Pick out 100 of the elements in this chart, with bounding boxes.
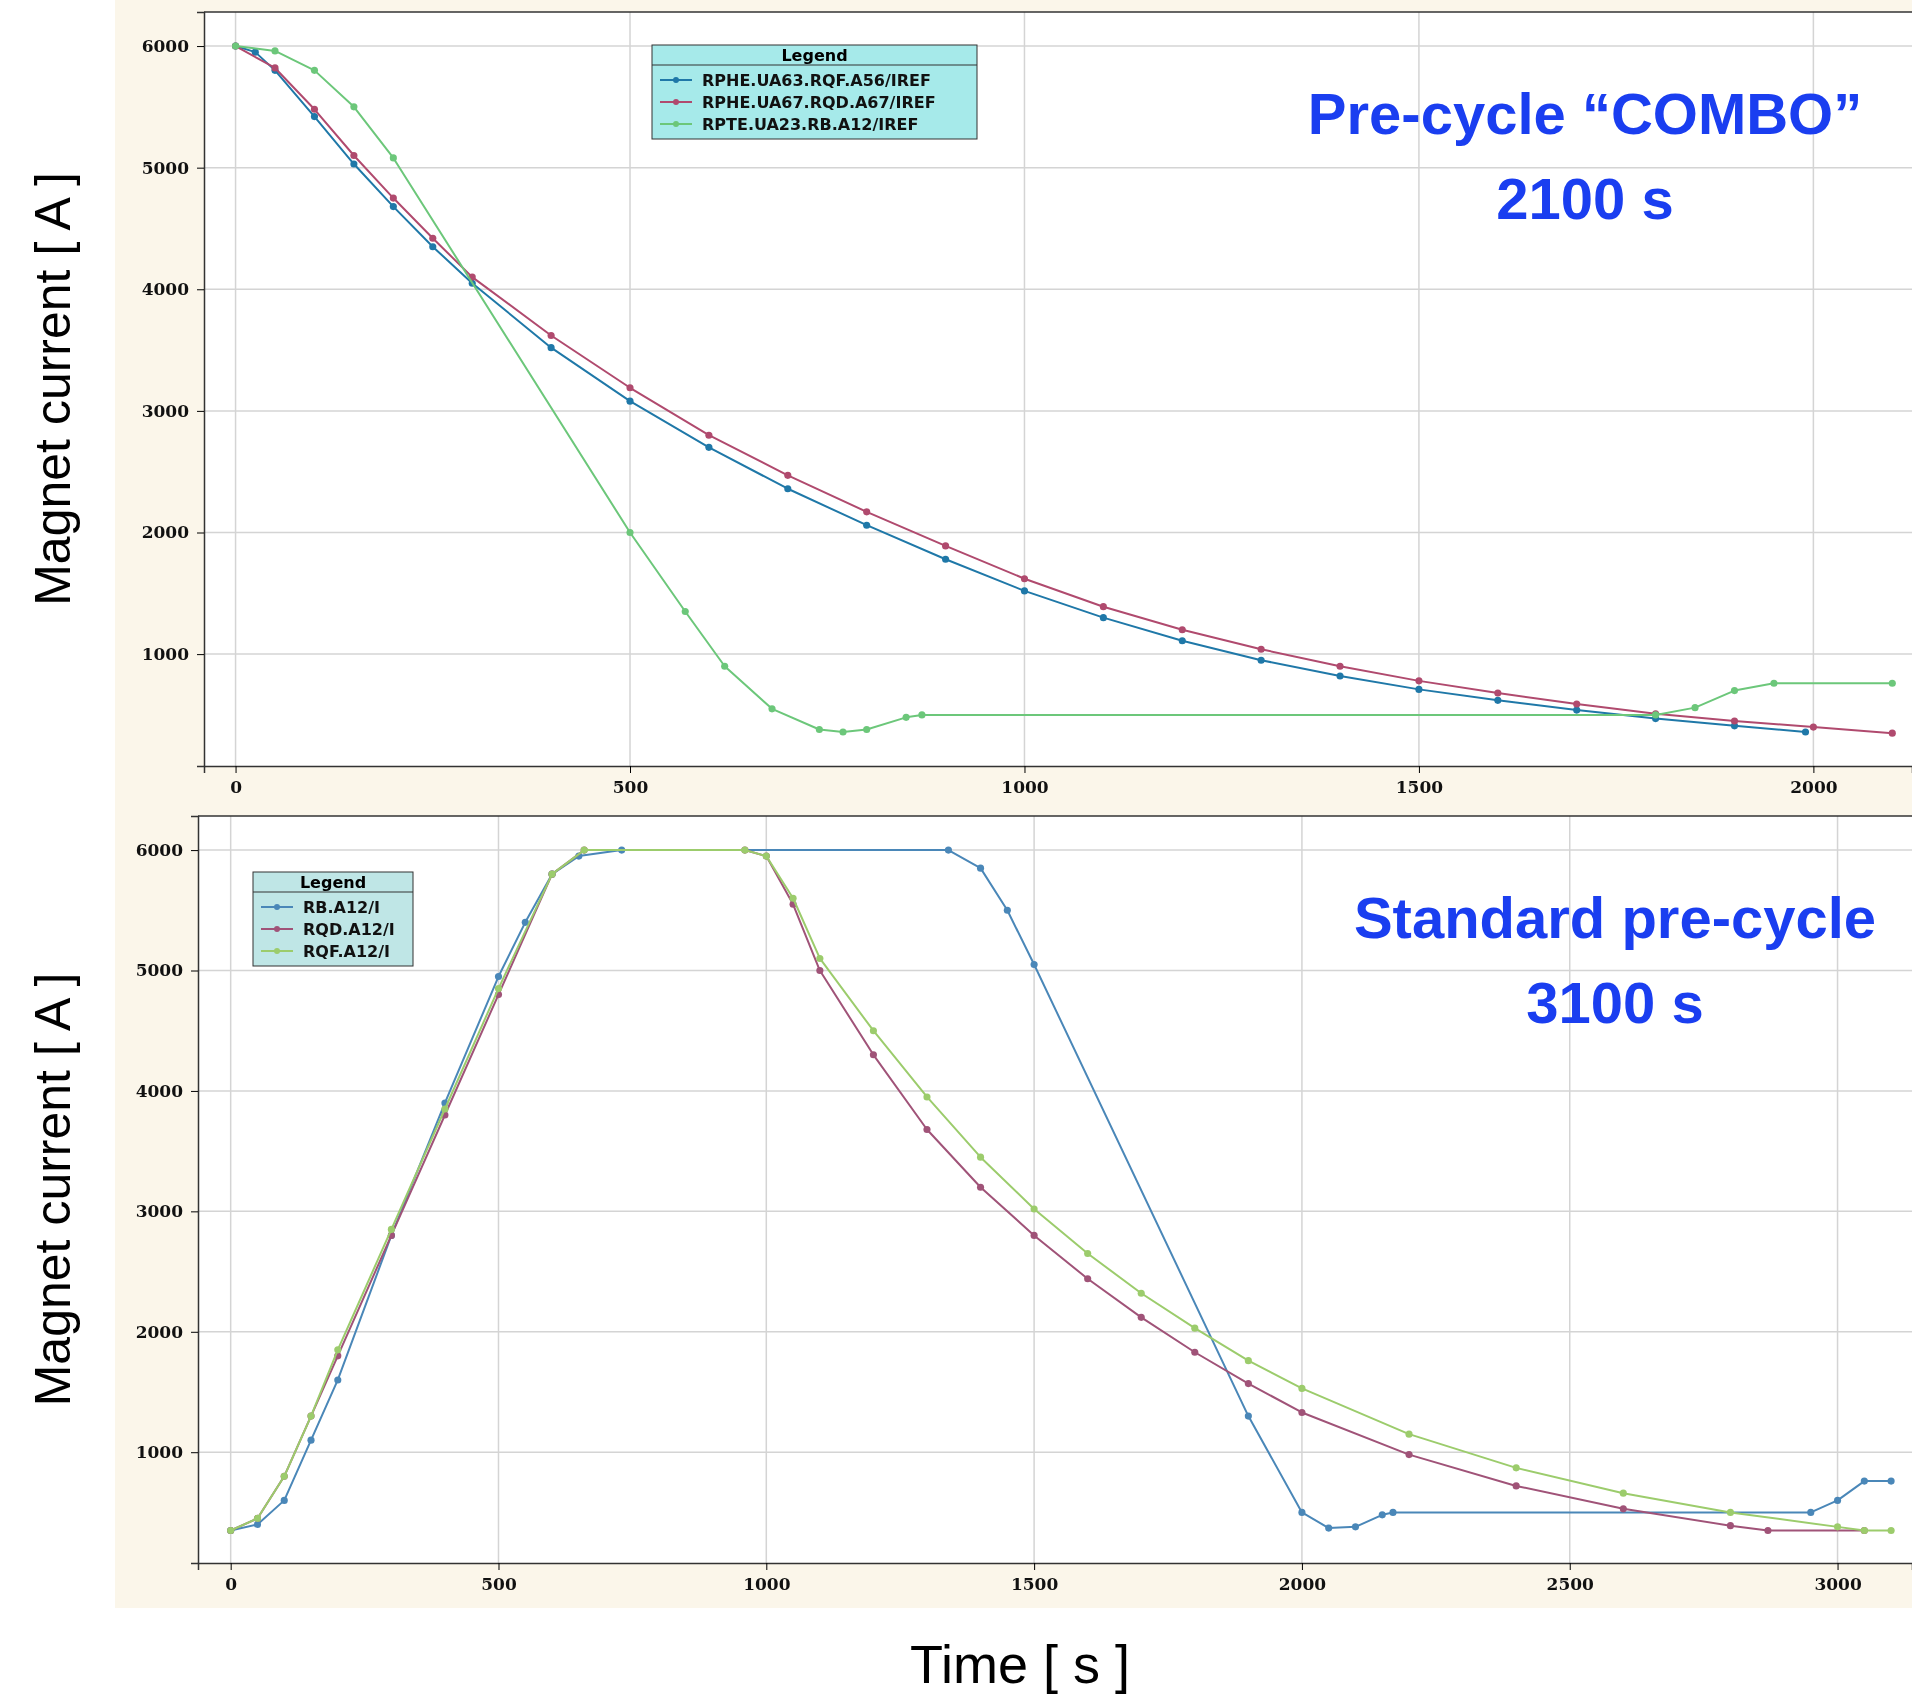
point xyxy=(350,151,358,160)
point xyxy=(1099,614,1107,622)
y-tick-label: 6000 xyxy=(135,840,184,861)
y-tick-label: 6000 xyxy=(141,35,190,56)
point xyxy=(1494,689,1502,697)
point xyxy=(1257,645,1265,653)
point xyxy=(1191,1324,1199,1332)
point xyxy=(815,725,823,734)
point xyxy=(1415,685,1423,693)
point xyxy=(1619,1489,1627,1497)
x-tick-label: 500 xyxy=(481,1574,517,1595)
point xyxy=(705,443,713,451)
x-tick-label: 1500 xyxy=(1010,1574,1059,1595)
point xyxy=(547,331,555,340)
point xyxy=(1512,1464,1520,1472)
point xyxy=(1512,1482,1520,1490)
x-tick-label: 0 xyxy=(230,777,243,798)
y-tick-label: 4000 xyxy=(135,1080,184,1101)
point xyxy=(521,918,529,926)
point xyxy=(902,713,910,721)
y-tick-label: 4000 xyxy=(141,279,190,300)
point xyxy=(1336,662,1344,670)
y-tick-label: 2000 xyxy=(141,522,190,543)
point xyxy=(1730,687,1739,695)
point xyxy=(1770,679,1778,687)
point xyxy=(942,555,950,563)
point xyxy=(1691,704,1699,712)
point xyxy=(1084,1275,1092,1283)
point xyxy=(253,1520,262,1529)
point xyxy=(1887,1526,1895,1535)
point xyxy=(1298,1408,1306,1417)
point xyxy=(1003,906,1011,914)
point xyxy=(768,705,776,713)
point xyxy=(1178,626,1186,634)
point xyxy=(1298,1384,1306,1392)
point xyxy=(1888,679,1896,687)
point xyxy=(280,1496,288,1504)
point xyxy=(1030,1231,1038,1239)
point xyxy=(1178,637,1186,645)
point xyxy=(547,344,555,352)
annotation: Pre-cycle “COMBO” xyxy=(1307,81,1863,146)
point xyxy=(350,160,358,168)
point xyxy=(1860,1477,1868,1485)
x-tick-label: 3000 xyxy=(1814,1574,1862,1595)
x-tick-label: 2000 xyxy=(1278,1574,1327,1595)
point xyxy=(1573,706,1581,714)
point xyxy=(1389,1508,1397,1516)
point xyxy=(705,431,713,439)
point xyxy=(1730,717,1739,725)
point xyxy=(1405,1430,1413,1438)
point xyxy=(429,234,437,242)
point xyxy=(863,725,871,734)
point xyxy=(389,194,397,202)
point xyxy=(789,894,797,902)
point xyxy=(1573,700,1581,708)
point xyxy=(1887,1477,1895,1485)
point xyxy=(944,846,952,854)
point xyxy=(863,508,871,516)
point xyxy=(350,103,358,111)
point xyxy=(976,1183,985,1191)
point xyxy=(1726,1508,1734,1516)
point xyxy=(869,1027,877,1035)
point xyxy=(389,203,397,211)
point xyxy=(1137,1289,1145,1297)
point xyxy=(1833,1496,1842,1504)
legend-label: RPHE.UA63.RQF.A56/IREF xyxy=(702,71,931,90)
point xyxy=(494,985,503,993)
y-axis-title: Magnet current [ A ] xyxy=(25,972,81,1407)
point xyxy=(271,47,279,55)
point xyxy=(923,1093,931,1101)
point xyxy=(1351,1523,1360,1531)
x-tick-label: 500 xyxy=(612,777,649,798)
point xyxy=(1084,1249,1092,1258)
point xyxy=(1415,677,1423,685)
legend-label: RQD.A12/I xyxy=(303,920,395,939)
point xyxy=(1191,1348,1199,1356)
point xyxy=(1137,1313,1145,1321)
annotation: 3100 s xyxy=(1526,970,1704,1035)
point xyxy=(334,1346,342,1354)
point xyxy=(816,966,824,975)
point xyxy=(626,384,634,392)
point xyxy=(441,1105,449,1113)
annotation: 2100 s xyxy=(1496,166,1674,231)
point xyxy=(1257,656,1265,664)
y-tick-label: 1000 xyxy=(135,1442,184,1463)
point xyxy=(784,471,792,479)
y-axis-title: Magnet current [ A ] xyxy=(25,172,81,606)
legend-title: Legend xyxy=(299,873,367,892)
point xyxy=(1807,1508,1815,1516)
y-tick-label: 5000 xyxy=(141,157,190,178)
point xyxy=(1809,723,1817,731)
point xyxy=(334,1376,342,1384)
x-tick-label: 2000 xyxy=(1790,777,1838,798)
point xyxy=(1764,1526,1772,1535)
point xyxy=(387,1225,395,1233)
point xyxy=(721,662,729,670)
point xyxy=(1244,1357,1252,1365)
point xyxy=(1244,1412,1252,1420)
point xyxy=(1888,729,1896,737)
legend-title: Legend xyxy=(781,46,848,65)
